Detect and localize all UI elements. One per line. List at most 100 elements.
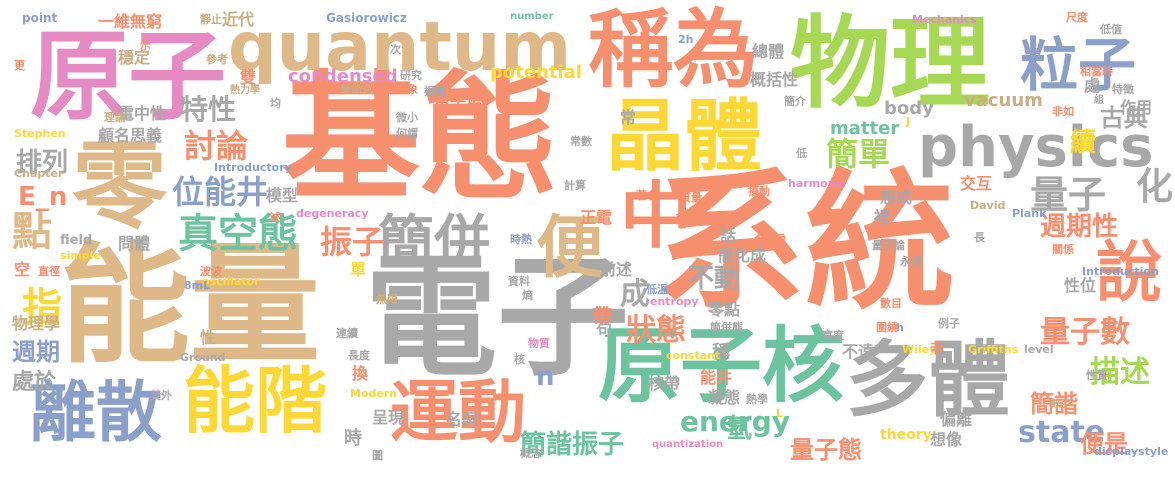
- word: L: [776, 407, 784, 420]
- word: Mechanics: [912, 13, 977, 26]
- word: 簡諧振子: [520, 430, 625, 460]
- word: entropy: [650, 295, 699, 308]
- word: 熱力學: [230, 85, 260, 96]
- word: 呈現: [372, 408, 405, 427]
- word: 裡: [874, 208, 891, 227]
- word: 前述: [600, 260, 633, 279]
- word: point: [22, 11, 58, 25]
- word: 週期: [12, 338, 60, 366]
- word: 參考: [206, 53, 228, 66]
- word: 波波: [200, 265, 222, 278]
- word: 現象: [396, 83, 418, 96]
- word: Griffiths: [968, 343, 1019, 356]
- word: 核帶: [648, 374, 681, 393]
- word: 零點: [708, 300, 741, 319]
- word: Chapter: [14, 167, 64, 180]
- word: 量子態: [790, 436, 862, 464]
- word: condensed: [288, 66, 398, 87]
- word: 尺度: [1066, 11, 1088, 24]
- word: level: [1024, 343, 1054, 356]
- word: 雙: [240, 68, 257, 87]
- word: 電子: [365, 241, 629, 395]
- word: 示: [140, 39, 151, 52]
- word: 處於: [12, 370, 57, 395]
- word: 中: [620, 174, 693, 258]
- word: oscillator: [202, 275, 260, 288]
- word: 稱: [712, 342, 730, 363]
- word: 古典: [1100, 104, 1148, 132]
- word: 想像: [930, 430, 963, 449]
- word: 不動: [688, 264, 741, 294]
- word: 低: [796, 147, 807, 160]
- word: 2h: [678, 33, 694, 46]
- word: 8mL: [184, 279, 211, 292]
- word: 組: [1094, 95, 1104, 106]
- word: 性位: [1064, 276, 1097, 295]
- word: Modern: [350, 387, 398, 400]
- word: 多體: [846, 333, 1011, 428]
- word: 寬度: [822, 329, 844, 342]
- word: 粒子: [1020, 31, 1137, 99]
- word: 物質: [528, 337, 550, 350]
- word: 成: [620, 277, 650, 312]
- word: simple: [60, 249, 101, 262]
- word: 特徵: [1112, 83, 1134, 96]
- word: 數字: [1050, 399, 1070, 410]
- word: 基態: [282, 58, 559, 219]
- word: 熱學: [746, 393, 768, 406]
- word: 簡諧: [1030, 390, 1078, 418]
- word: 量子場: [434, 92, 483, 111]
- word: 稱為: [588, 1, 759, 100]
- word: 核: [514, 353, 525, 366]
- word: 離散: [30, 374, 162, 451]
- word: 週期性: [1040, 212, 1119, 242]
- word: 研究: [400, 69, 422, 82]
- word: 概念: [520, 447, 542, 460]
- word: 理論: [104, 111, 126, 124]
- word: 性質: [1086, 369, 1108, 382]
- word: quantum: [228, 8, 572, 87]
- word: state: [1018, 415, 1106, 450]
- word: 換: [352, 364, 369, 383]
- word: quantization: [652, 439, 724, 450]
- word: 總體: [752, 42, 785, 61]
- word: Stephen: [14, 127, 66, 140]
- word: 單: [350, 260, 367, 279]
- word: 擾動: [748, 185, 770, 198]
- word: 系統: [655, 156, 956, 330]
- word: 性: [200, 328, 217, 347]
- word: 穩定: [118, 48, 151, 67]
- word: J: [906, 115, 911, 128]
- word: 話: [720, 226, 737, 245]
- word: 能階: [183, 359, 328, 443]
- word: 能井: [700, 368, 733, 387]
- word: 常數: [570, 135, 592, 148]
- word: 點: [12, 209, 52, 255]
- word: 更: [14, 59, 25, 72]
- word: 簡單: [826, 135, 891, 173]
- word: matter: [830, 118, 900, 139]
- word: 振動: [424, 85, 446, 98]
- word: 圖: [372, 449, 383, 462]
- word: 時: [344, 428, 362, 449]
- word: physics: [918, 115, 1154, 180]
- word: 低值: [1100, 23, 1122, 36]
- word: 永遠: [900, 255, 922, 268]
- word: 簡併: [378, 210, 490, 275]
- word: 討論: [184, 127, 249, 165]
- word: 排列: [16, 148, 69, 178]
- word: harmonic: [788, 177, 846, 190]
- word: 量子數: [1040, 315, 1130, 350]
- word: potential: [490, 62, 582, 83]
- word: 例子: [938, 317, 960, 330]
- word: displaystyle: [1094, 445, 1169, 458]
- word: 一維無窮: [98, 12, 163, 31]
- word: 模型: [266, 186, 299, 205]
- word: 顧名思義: [98, 126, 163, 145]
- word: 次: [390, 43, 401, 56]
- word: field: [60, 233, 93, 248]
- word: E_n: [18, 182, 68, 212]
- word: 簡介: [784, 95, 806, 108]
- word: 處: [1084, 76, 1101, 95]
- word: 不遠: [842, 342, 875, 361]
